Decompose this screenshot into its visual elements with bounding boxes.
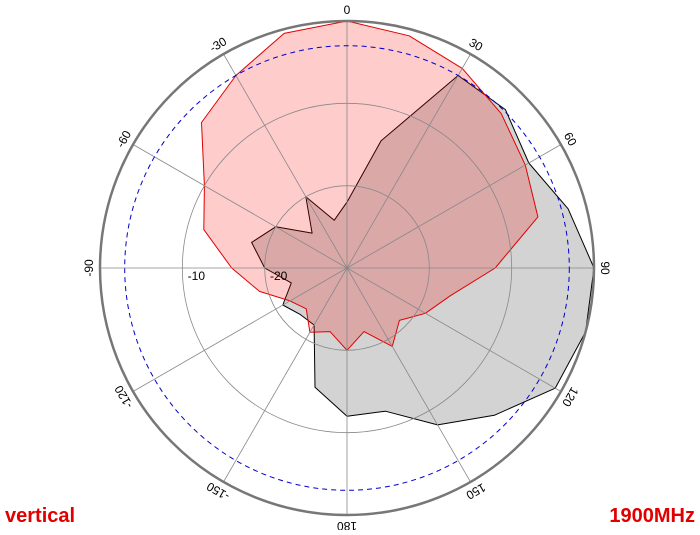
polarization-label: vertical	[5, 505, 75, 527]
angle-label: 90	[598, 261, 612, 275]
ring	[264, 185, 430, 351]
angle-label: -150	[204, 479, 232, 503]
spoke	[132, 267, 348, 392]
frequency-label: 1900MHz	[609, 505, 695, 527]
reference-circle	[124, 45, 570, 491]
angle-label: 0	[344, 3, 351, 17]
spoke	[346, 53, 471, 269]
ring-label: -10	[188, 269, 206, 283]
angle-label: 60	[561, 130, 580, 149]
ring	[181, 102, 513, 434]
spoke	[223, 53, 348, 269]
angle-label: 30	[467, 35, 486, 54]
angle-label: 180	[337, 519, 357, 530]
spoke	[346, 267, 562, 392]
outer-circle	[98, 19, 596, 517]
spoke	[346, 144, 562, 269]
spoke	[223, 267, 348, 483]
angle-label: -90	[82, 259, 96, 277]
spoke	[346, 267, 471, 483]
spoke	[132, 144, 348, 269]
angle-label: -120	[111, 383, 135, 411]
pattern-area	[251, 75, 595, 426]
ring-label: -20	[270, 269, 288, 283]
